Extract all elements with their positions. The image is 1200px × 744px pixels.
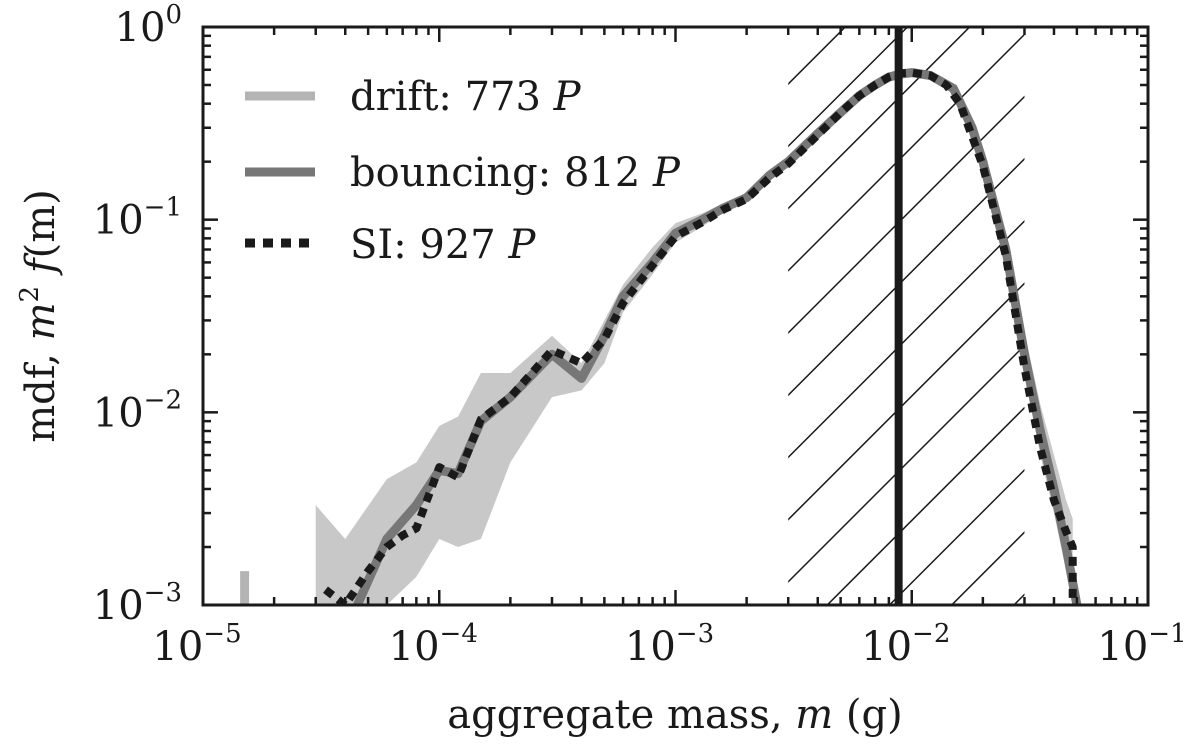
x-tick-label: 10−4 xyxy=(389,619,478,670)
x-tick-base: 10 xyxy=(1097,624,1148,670)
y-tick-base: 10 xyxy=(93,390,144,436)
y-axis-label: mdf, m2 f(m) xyxy=(15,189,64,443)
y-tick-label: 10−2 xyxy=(93,385,182,436)
x-tick-exponent: −2 xyxy=(912,619,950,649)
legend-var-si: P xyxy=(507,222,536,268)
y-axis-label-suffix: (m) xyxy=(18,189,64,258)
y-axis-label-prefix: mdf, xyxy=(18,340,64,442)
legend-var-drift: P xyxy=(553,74,582,120)
plot-area xyxy=(240,27,1082,605)
y-tick-exponent: −1 xyxy=(144,193,182,223)
x-axis-label-prefix: aggregate mass, xyxy=(447,692,795,738)
y-axis-label-sup: 2 xyxy=(15,286,45,303)
x-tick-exponent: −3 xyxy=(676,619,714,649)
y-tick-label: 100 xyxy=(115,0,182,51)
x-tick-base: 10 xyxy=(389,624,440,670)
y-tick-exponent: −3 xyxy=(144,578,182,608)
x-tick-base: 10 xyxy=(625,624,676,670)
y-tick-base: 10 xyxy=(115,5,166,51)
x-tick-base: 10 xyxy=(861,624,912,670)
x-tick-label: 10−2 xyxy=(861,619,950,670)
legend-var-bouncing: P xyxy=(652,150,681,196)
uncertainty-bands xyxy=(315,69,1073,605)
x-tick-exponent: −4 xyxy=(440,619,478,649)
legend-text-bouncing: bouncing: 812 xyxy=(350,150,653,196)
y-tick-base: 10 xyxy=(93,198,144,244)
legend-text-si: SI: 927 xyxy=(350,222,508,268)
x-tick-labels: 10−5 10−4 10−3 10−2 10−1 xyxy=(152,619,1186,670)
x-tick-base: 10 xyxy=(152,624,203,670)
series-line-si xyxy=(323,68,1077,605)
plot-frame xyxy=(201,25,1150,607)
legend-label-si: SI: 927 P xyxy=(350,222,536,268)
y-tick-base: 10 xyxy=(93,583,144,629)
band-bouncing xyxy=(315,69,1073,605)
legend: drift: 773 P bouncing: 812 P SI: 927 P xyxy=(245,74,681,268)
y-tick-exponent: −2 xyxy=(144,385,182,415)
x-axis-label-var: m xyxy=(795,692,833,738)
legend-label-drift: drift: 773 P xyxy=(350,74,582,120)
x-tick-label: 10−5 xyxy=(152,619,241,670)
x-axis-label-suffix: (g) xyxy=(833,692,903,738)
x-tick-label: 10−3 xyxy=(625,619,714,670)
y-tick-label: 10−3 xyxy=(93,578,182,629)
x-tick-exponent: −5 xyxy=(203,619,241,649)
x-tick-label: 10−1 xyxy=(1097,619,1186,670)
y-tick-label: 10−1 xyxy=(93,193,182,244)
y-tick-exponent: 0 xyxy=(165,0,182,30)
series-lines xyxy=(240,68,1082,605)
hatched-region xyxy=(788,27,1025,605)
x-tick-exponent: −1 xyxy=(1148,619,1186,649)
y-axis-label-var1: m xyxy=(18,302,64,340)
legend-label-bouncing: bouncing: 812 P xyxy=(350,150,681,196)
x-axis-label: aggregate mass, m (g) xyxy=(447,692,903,738)
legend-text-drift: drift: 773 xyxy=(350,74,554,120)
